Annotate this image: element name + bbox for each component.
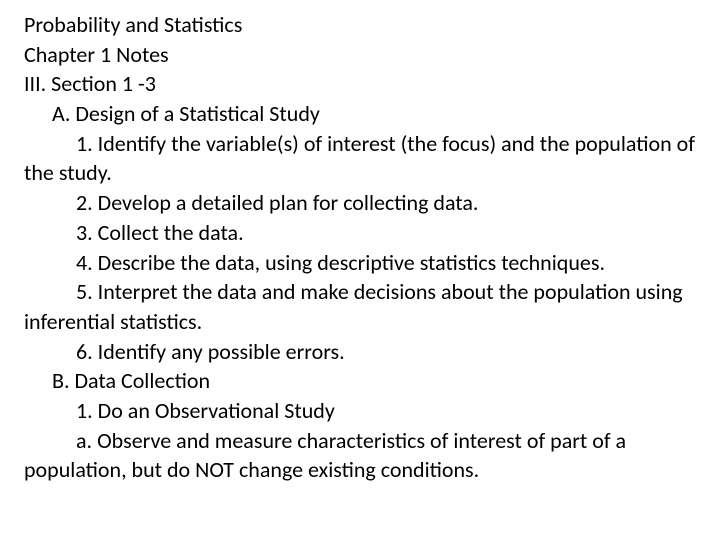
item-a5: 5. Interpret the data and make decisions… <box>24 277 696 336</box>
course-title: Probability and Statistics <box>24 10 696 40</box>
chapter-title: Chapter 1 Notes <box>24 40 696 70</box>
notes-body: Probability and Statistics Chapter 1 Not… <box>24 10 696 485</box>
item-a2: 2. Develop a detailed plan for collectin… <box>24 188 696 218</box>
item-a3: 3. Collect the data. <box>24 218 696 248</box>
subsection-b: B. Data Collection <box>24 366 696 396</box>
subsection-a: A. Design of a Statistical Study <box>24 99 696 129</box>
item-a6: 6. Identify any possible errors. <box>24 337 696 367</box>
item-b1a: a. Observe and measure characteristics o… <box>24 426 696 485</box>
item-b1: 1. Do an Observational Study <box>24 396 696 426</box>
item-a4: 4. Describe the data, using descriptive … <box>24 248 696 278</box>
section-heading: III. Section 1 -3 <box>24 69 696 99</box>
item-a1: 1. Identify the variable(s) of interest … <box>24 129 696 188</box>
